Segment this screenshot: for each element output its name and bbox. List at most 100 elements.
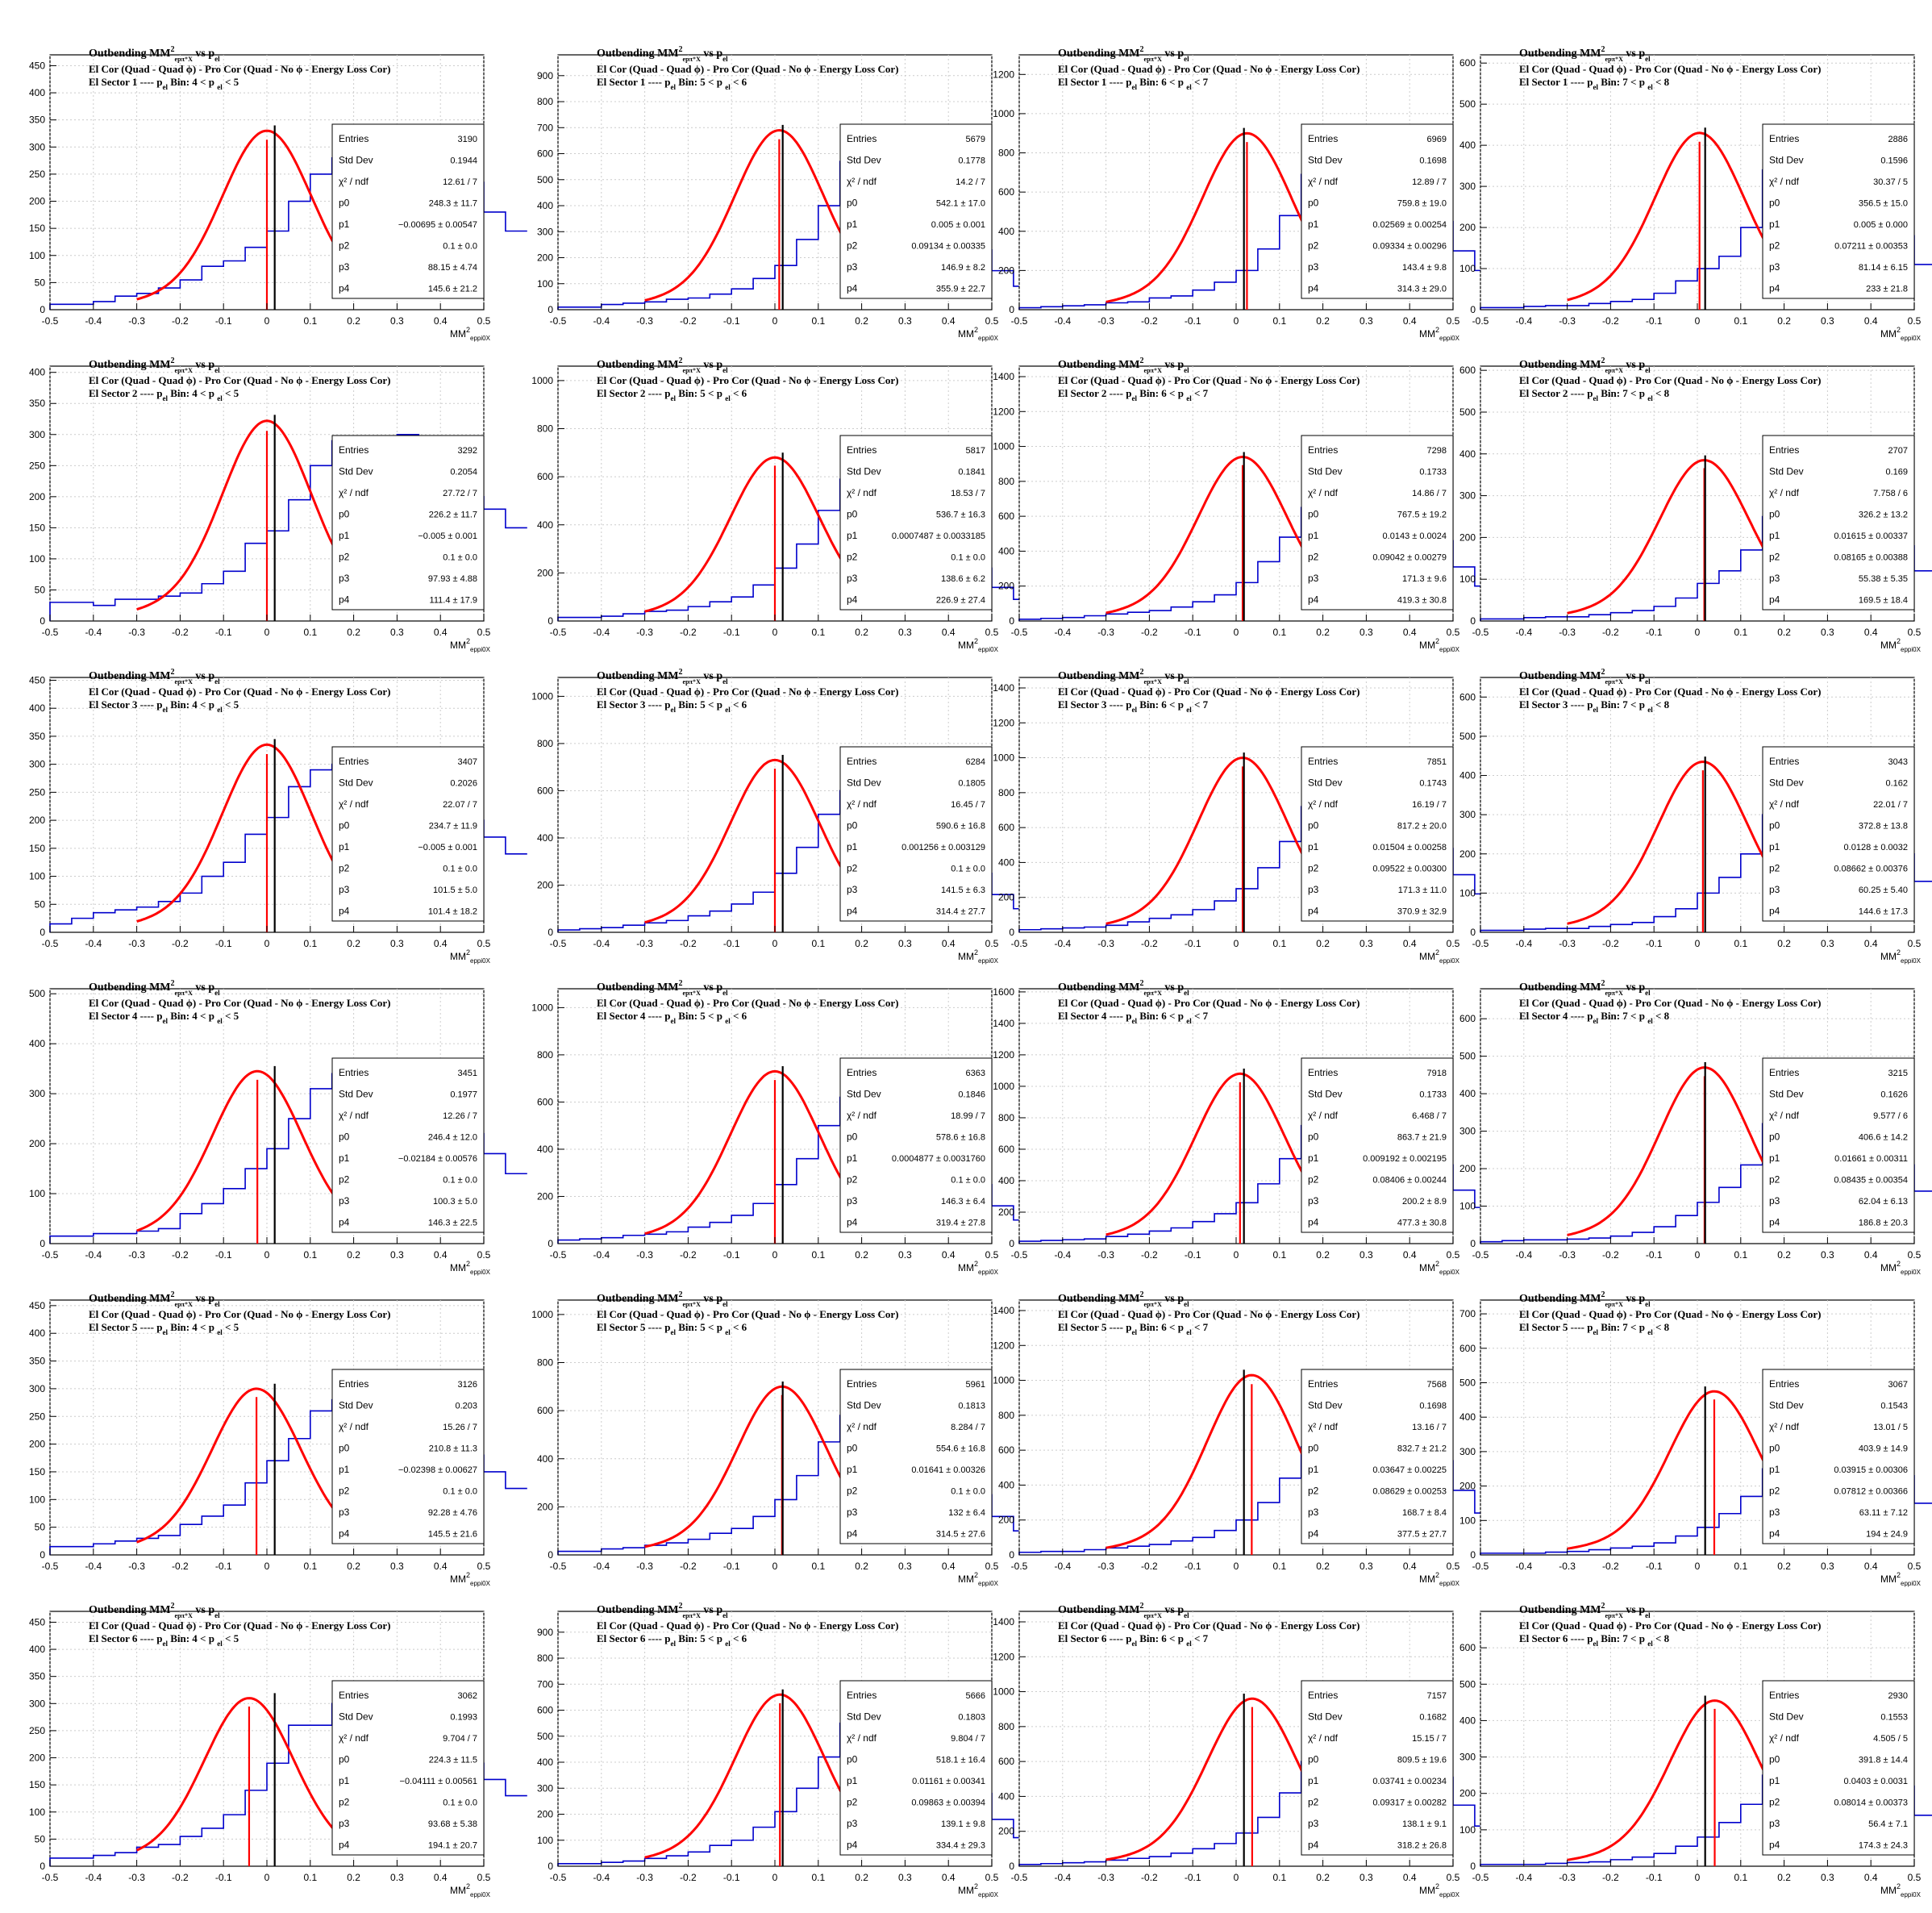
y-tick-label: 400 <box>29 1327 45 1339</box>
stats-value-p3: 101.5 ± 5.0 <box>433 886 477 895</box>
stats-value-std: 0.1543 <box>1880 1402 1908 1411</box>
title-bin-sub: el <box>1647 1640 1653 1648</box>
fit-curve <box>1105 1373 1324 1549</box>
y-tick-label: 450 <box>29 60 45 71</box>
y-tick-label: 1400 <box>993 682 1014 694</box>
y-tick-label: 150 <box>29 522 45 533</box>
y-tick-label: 1200 <box>993 1340 1014 1351</box>
x-tick-label: -0.5 <box>550 627 567 638</box>
stats-value-p3: 146.3 ± 6.4 <box>941 1197 985 1207</box>
stats-label-p1: p1 <box>339 530 350 541</box>
x-tick-label: 0.3 <box>390 938 404 949</box>
x-tick-label: -0.5 <box>1011 938 1028 949</box>
stats-label-p4: p4 <box>847 594 858 606</box>
stats-value-entries: 7918 <box>1427 1069 1447 1078</box>
x-tick-label: 0.1 <box>303 315 317 327</box>
x-axis-label-sub: eppi0X <box>470 646 491 653</box>
x-tick-label: -0.2 <box>172 938 189 949</box>
y-tick-label: 0 <box>1009 615 1014 627</box>
y-tick-label: 800 <box>998 148 1014 159</box>
x-tick-label: -0.1 <box>723 1249 740 1261</box>
x-tick-label: -0.1 <box>215 1249 232 1261</box>
stats-label-p3: p3 <box>847 261 858 273</box>
title-sup: 2 <box>1601 668 1605 677</box>
title-sup: 2 <box>1601 45 1605 54</box>
stats-box <box>1301 1680 1454 1856</box>
stats-label-chi2: χ² / ndf <box>339 1110 369 1121</box>
stats-label-entries: Entries <box>1769 1067 1799 1078</box>
x-tick-label: 0.2 <box>1316 1561 1330 1572</box>
x-tick-label: 0.2 <box>855 1872 868 1883</box>
stats-value-entries: 6363 <box>966 1069 985 1078</box>
title-sup: 2 <box>171 1602 175 1611</box>
title-bin: Bin: 4 < p <box>168 1010 217 1022</box>
title-line-2: El Cor (Quad - Quad ϕ) - Pro Cor (Quad -… <box>597 1308 898 1320</box>
title-line-2: El Cor (Quad - Quad ϕ) - Pro Cor (Quad -… <box>1058 63 1359 75</box>
x-tick-label: -0.1 <box>1646 1561 1663 1572</box>
y-tick-label: 200 <box>537 1809 553 1820</box>
x-tick-label: 0.5 <box>1908 1872 1922 1883</box>
title-sub: epπ⁺X <box>1605 367 1624 374</box>
stats-label-p2: p2 <box>1769 1797 1780 1808</box>
x-tick-label: 0.3 <box>898 938 912 949</box>
title-line-2: El Cor (Quad - Quad ϕ) - Pro Cor (Quad -… <box>1519 374 1821 386</box>
stats-value-entries: 5817 <box>966 446 985 456</box>
x-tick-label: -0.3 <box>1559 627 1576 638</box>
y-tick-label: 350 <box>29 731 45 742</box>
stats-value-p1: 0.03741 ± 0.00234 <box>1372 1777 1447 1786</box>
x-axis-label-sub: eppi0X <box>1439 1580 1460 1587</box>
title-bin: Bin: 5 < p <box>676 387 725 399</box>
x-axis-label: MM2eppi0X <box>958 1260 999 1276</box>
stats-label-p1: p1 <box>1308 1464 1319 1475</box>
x-tick-label: 0.5 <box>985 627 999 638</box>
stats-label-std: Std Dev <box>847 777 881 789</box>
stats-label-std: Std Dev <box>339 1089 373 1100</box>
stats-value-p4: 314.5 ± 27.6 <box>936 1530 985 1540</box>
stats-label-entries: Entries <box>1308 1067 1338 1078</box>
stats-label-entries: Entries <box>1769 1690 1799 1701</box>
title-line-2: El Cor (Quad - Quad ϕ) - Pro Cor (Quad -… <box>597 997 898 1009</box>
y-tick-label: 500 <box>537 174 553 185</box>
title-line-3: El Sector 2 ---- pel Bin: 6 < p el < 7 <box>1058 387 1209 402</box>
x-axis-label-sup: 2 <box>466 326 470 334</box>
x-tick-label: 0.5 <box>985 1561 999 1572</box>
chart-panel-9: -0.5 -0.4 -0.3 -0.2 -0.1 0 0.1 0.2 0.3 0.4 0.5 50 10… <box>29 668 527 965</box>
stats-value-chi2: 9.704 / 7 <box>443 1734 477 1744</box>
title-sub: epπ⁺X <box>1144 367 1163 374</box>
stats-value-p0: 832.7 ± 21.2 <box>1397 1444 1447 1454</box>
x-tick-label: -0.1 <box>1646 1872 1663 1883</box>
x-tick-label: 0.1 <box>1734 1561 1747 1572</box>
stats-label-p0: p0 <box>1769 198 1780 209</box>
x-axis-label: MM2eppi0X <box>958 1882 999 1898</box>
stats-label-entries: Entries <box>847 444 876 456</box>
x-tick-label: 0 <box>1695 627 1701 638</box>
stats-label-p0: p0 <box>339 820 350 831</box>
stats-value-entries: 3407 <box>458 757 477 767</box>
fit-curve <box>1105 131 1324 303</box>
stats-label-p3: p3 <box>1308 884 1319 895</box>
stats-label-p3: p3 <box>1769 1507 1780 1518</box>
y-tick-label: 100 <box>29 553 45 565</box>
y-tick-label: 100 <box>1459 1824 1476 1836</box>
x-tick-label: -0.5 <box>550 1872 567 1883</box>
stats-label-chi2: χ² / ndf <box>1308 176 1339 187</box>
y-tick-label: 600 <box>537 1096 553 1107</box>
y-tick-label: 800 <box>998 1410 1014 1421</box>
y-tick-label: 200 <box>1459 1163 1476 1174</box>
stats-label-entries: Entries <box>1769 444 1799 456</box>
x-axis-label: MM2eppi0X <box>1880 1882 1922 1898</box>
title-sub-el: el <box>722 1611 728 1619</box>
title-bin-hi: < 8 <box>1653 1010 1670 1022</box>
stats-box <box>1762 435 1915 611</box>
stats-label-p0: p0 <box>1769 1443 1780 1454</box>
x-tick-label: -0.5 <box>42 315 59 327</box>
stats-label-p1: p1 <box>1769 1775 1780 1786</box>
x-tick-label: 0.3 <box>1821 627 1834 638</box>
title-line-3: El Sector 5 ---- pel Bin: 6 < p el < 7 <box>1058 1321 1209 1336</box>
x-tick-label: -0.2 <box>680 938 697 949</box>
y-tick-label: 50 <box>35 584 46 595</box>
x-axis-label-sub: eppi0X <box>978 1891 999 1898</box>
stats-value-std: 0.2054 <box>450 468 477 477</box>
stats-value-p0: 817.2 ± 20.0 <box>1397 822 1447 831</box>
y-tick-label: 300 <box>537 226 553 237</box>
